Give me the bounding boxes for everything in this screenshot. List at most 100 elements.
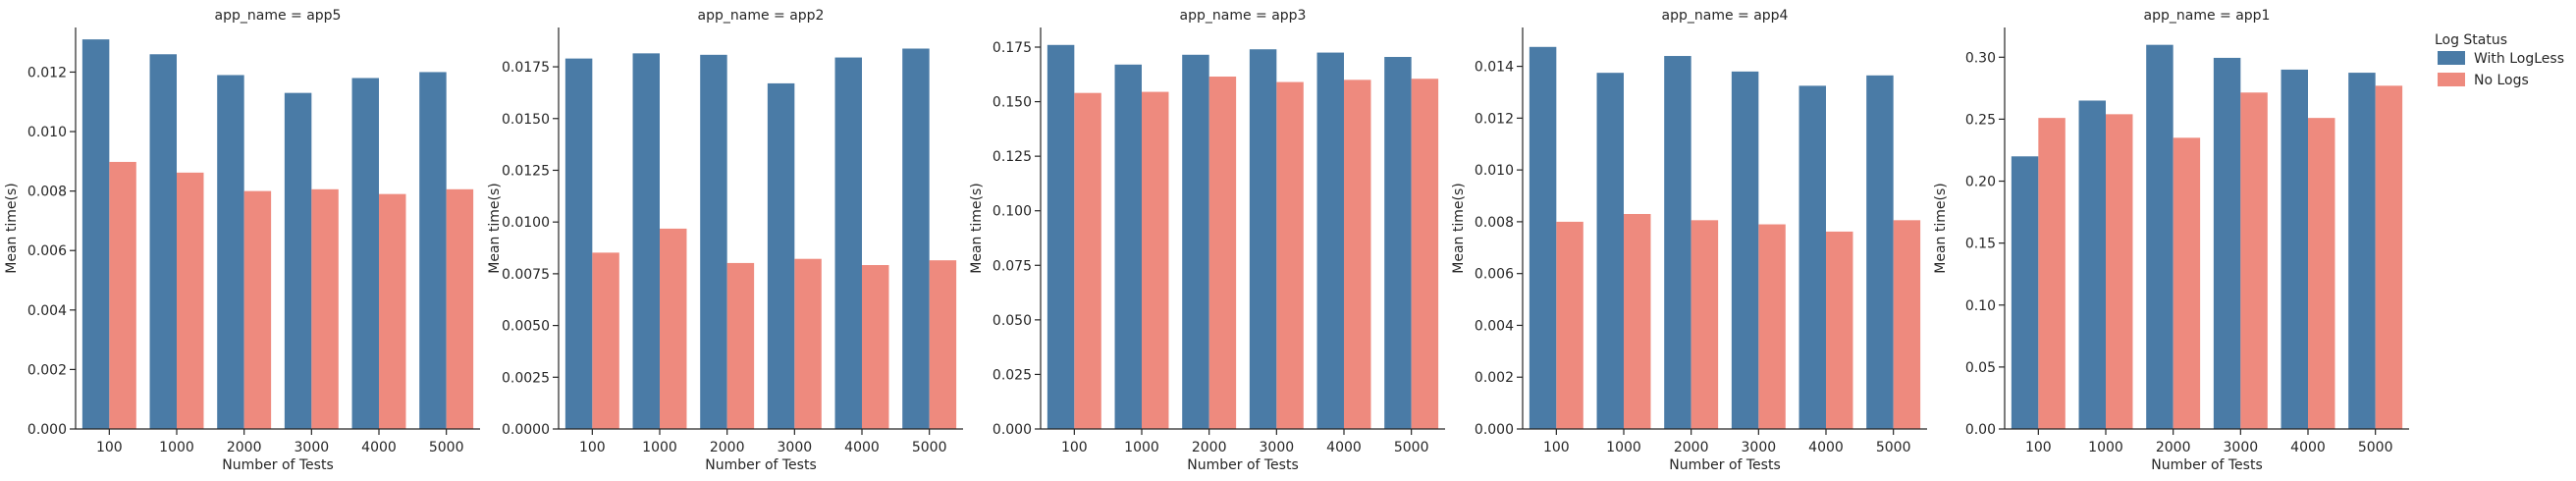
y-tick-label: 0.012 bbox=[1475, 111, 1514, 127]
x-tick-label: 4000 bbox=[844, 440, 880, 455]
bar-with-logless-3000 bbox=[767, 82, 795, 430]
bar-no-logs-3000 bbox=[1758, 224, 1786, 429]
bar-no-logs-2000 bbox=[726, 262, 755, 429]
bar-with-logless-4000 bbox=[1798, 85, 1826, 429]
y-tick-label: 0.05 bbox=[1965, 360, 1996, 376]
bar-no-logs-3000 bbox=[2240, 92, 2268, 430]
y-tick-label: 0.0125 bbox=[502, 163, 550, 179]
y-axis-label: Mean time(s) bbox=[4, 183, 20, 273]
bar-no-logs-4000 bbox=[862, 265, 889, 429]
bar-with-logless-3000 bbox=[1731, 71, 1759, 429]
x-tick-label: 3000 bbox=[778, 440, 813, 455]
x-tick-label: 100 bbox=[96, 440, 123, 455]
y-tick-label: 0.20 bbox=[1965, 175, 1996, 190]
x-tick-label: 2000 bbox=[227, 440, 262, 455]
bar-no-logs-1000 bbox=[1142, 91, 1169, 430]
bar-with-logless-1000 bbox=[2078, 100, 2106, 429]
bar-no-logs-3000 bbox=[311, 188, 339, 429]
y-tick-label: 0.175 bbox=[993, 40, 1032, 56]
y-tick-label: 0.000 bbox=[27, 422, 67, 438]
y-tick-label: 0.125 bbox=[993, 149, 1032, 165]
y-tick-label: 0.006 bbox=[1475, 267, 1514, 283]
x-tick-label: 5000 bbox=[912, 440, 947, 455]
bar-no-logs-2000 bbox=[1208, 77, 1237, 430]
bar-with-logless-3000 bbox=[2213, 57, 2241, 430]
bar-with-logless-1000 bbox=[1596, 73, 1624, 429]
y-axis-label: Mean time(s) bbox=[1933, 183, 1949, 273]
bar-no-logs-5000 bbox=[1411, 79, 1439, 429]
y-tick-label: 0.025 bbox=[993, 367, 1032, 383]
bar-with-logless-2000 bbox=[1664, 56, 1691, 429]
x-tick-label: 3000 bbox=[1260, 440, 1295, 455]
x-tick-label: 3000 bbox=[2224, 440, 2259, 455]
facet-panel-2: 0.0000 0.0025 0.0050 0.0075 0.0100 0.0125 0.01… bbox=[487, 8, 963, 473]
bar-no-logs-2000 bbox=[243, 190, 272, 429]
x-tick-label: 3000 bbox=[1742, 440, 1777, 455]
bar-with-logless-5000 bbox=[2348, 73, 2376, 429]
y-tick-label: 0.014 bbox=[1475, 60, 1514, 76]
y-tick-label: 0.0000 bbox=[502, 422, 550, 438]
legend-title: Log Status bbox=[2435, 32, 2507, 48]
bar-with-logless-4000 bbox=[1316, 52, 1344, 429]
y-tick-label: 0.150 bbox=[993, 95, 1032, 111]
legend-entry-label: With LogLess bbox=[2474, 51, 2564, 67]
bar-no-logs-100 bbox=[2038, 118, 2066, 429]
y-tick-label: 0.008 bbox=[1475, 215, 1514, 231]
x-tick-label: 2000 bbox=[1674, 440, 1709, 455]
facet-panel-4: 0.000 0.002 0.004 0.006 0.008 0.010 0.012 0.014… bbox=[1451, 8, 1927, 473]
bar-with-logless-2000 bbox=[1182, 54, 1209, 429]
x-tick-label: 100 bbox=[1543, 440, 1570, 455]
bar-with-logless-2000 bbox=[2146, 44, 2174, 429]
y-tick-label: 0.30 bbox=[1965, 50, 1996, 66]
y-tick-label: 0.00 bbox=[1965, 422, 1996, 438]
x-tick-label: 4000 bbox=[1808, 440, 1844, 455]
facet-title: app_name = app1 bbox=[2144, 8, 2271, 24]
facet-title: app_name = app3 bbox=[1180, 8, 1307, 24]
y-tick-label: 0.25 bbox=[1965, 112, 1996, 128]
bar-no-logs-5000 bbox=[2375, 85, 2403, 429]
bar-no-logs-4000 bbox=[1826, 231, 1853, 429]
y-tick-label: 0.0150 bbox=[502, 112, 550, 128]
y-tick-label: 0.000 bbox=[1475, 422, 1514, 438]
bar-no-logs-100 bbox=[1074, 92, 1101, 429]
bar-no-logs-3000 bbox=[794, 258, 822, 429]
legend-swatch bbox=[2438, 51, 2465, 65]
x-tick-label: 100 bbox=[579, 440, 606, 455]
legend-swatch bbox=[2438, 73, 2465, 86]
x-tick-label: 1000 bbox=[2088, 440, 2123, 455]
bar-no-logs-5000 bbox=[929, 260, 957, 429]
x-tick-label: 1000 bbox=[159, 440, 194, 455]
facet-panel-1: 0.000 0.002 0.004 0.006 0.008 0.010 0.012 100 10… bbox=[4, 8, 480, 473]
facet-panel-5: 0.00 0.05 0.10 0.15 0.20 0.25 0.30 100 1000 2000 3… bbox=[1933, 8, 2409, 473]
legend-entry-label: No Logs bbox=[2474, 73, 2529, 88]
bar-no-logs-4000 bbox=[2308, 118, 2335, 429]
bar-with-logless-4000 bbox=[351, 78, 379, 430]
bar-with-logless-1000 bbox=[1114, 64, 1142, 430]
bar-no-logs-100 bbox=[1556, 221, 1583, 429]
bar-with-logless-5000 bbox=[1384, 57, 1412, 430]
y-tick-label: 0.10 bbox=[1965, 298, 1996, 314]
bar-with-logless-4000 bbox=[2281, 69, 2308, 430]
x-axis-label: Number of Tests bbox=[1669, 457, 1781, 473]
facet-title: app_name = app5 bbox=[215, 8, 342, 24]
bar-no-logs-100 bbox=[109, 161, 136, 429]
bar-no-logs-5000 bbox=[1893, 220, 1921, 429]
bar-with-logless-5000 bbox=[902, 48, 930, 430]
bar-with-logless-100 bbox=[564, 58, 593, 429]
y-tick-label: 0.002 bbox=[1475, 370, 1514, 386]
x-axis-label: Number of Tests bbox=[1187, 457, 1299, 473]
bar-with-logless-3000 bbox=[1249, 49, 1277, 429]
facet-title: app_name = app4 bbox=[1662, 8, 1789, 24]
bar-with-logless-2000 bbox=[700, 54, 727, 430]
bar-with-logless-5000 bbox=[419, 72, 447, 429]
x-tick-label: 4000 bbox=[361, 440, 397, 455]
y-tick-label: 0.010 bbox=[27, 125, 67, 140]
x-tick-label: 3000 bbox=[295, 440, 330, 455]
y-axis-label: Mean time(s) bbox=[969, 183, 985, 273]
bar-with-logless-100 bbox=[81, 39, 110, 429]
y-tick-label: 0.0050 bbox=[502, 319, 550, 335]
bar-no-logs-4000 bbox=[1344, 80, 1371, 429]
x-axis-label: Number of Tests bbox=[222, 457, 334, 473]
y-tick-label: 0.000 bbox=[993, 422, 1032, 438]
y-tick-label: 0.008 bbox=[27, 185, 67, 200]
